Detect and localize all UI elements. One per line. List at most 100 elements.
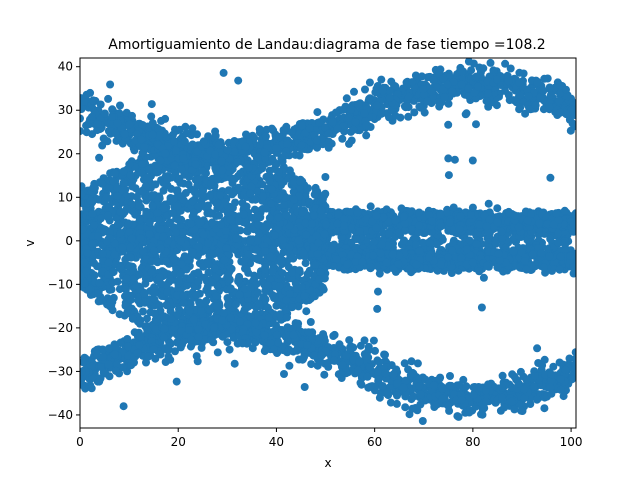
data-point: [497, 227, 506, 236]
data-point: [425, 238, 434, 247]
data-point: [94, 232, 103, 241]
data-point: [161, 114, 170, 123]
data-point: [128, 182, 137, 191]
data-point: [203, 258, 212, 267]
data-point: [128, 314, 137, 323]
data-point: [178, 228, 187, 236]
data-point: [278, 235, 287, 244]
data-point: [240, 256, 249, 265]
data-point: [115, 310, 124, 319]
data-point: [149, 246, 158, 255]
data-point: [268, 291, 277, 300]
data-point: [494, 250, 503, 258]
data-point: [455, 225, 464, 234]
data-point: [107, 295, 116, 304]
data-point: [472, 240, 481, 249]
data-point: [131, 281, 140, 290]
data-point: [376, 249, 385, 258]
data-point: [103, 237, 111, 246]
data-point: [110, 250, 119, 259]
data-point: [394, 260, 403, 268]
data-point: [242, 265, 251, 274]
data-point: [552, 209, 561, 218]
data-point: [202, 296, 211, 305]
data-point: [95, 278, 104, 287]
data-point: [220, 256, 229, 265]
data-point: [166, 275, 175, 284]
data-point: [412, 240, 420, 249]
data-point: [127, 234, 136, 243]
data-point: [369, 251, 378, 260]
data-point: [316, 267, 325, 276]
data-point: [253, 255, 262, 264]
data-point: [126, 253, 135, 262]
data-point: [265, 177, 274, 185]
data-point: [462, 245, 471, 254]
data-point: [492, 101, 501, 110]
data-point: [135, 270, 144, 279]
data-point: [116, 263, 125, 272]
data-point: [212, 291, 221, 300]
data-point: [212, 199, 221, 208]
data-point: [108, 306, 117, 315]
data-point: [186, 274, 194, 283]
data-point: [282, 211, 291, 220]
data-point: [135, 215, 144, 224]
data-point: [110, 169, 119, 178]
data-point: [388, 250, 397, 259]
data-point: [138, 187, 147, 196]
data-point: [235, 290, 244, 299]
data-point: [173, 215, 182, 224]
data-point: [234, 183, 243, 192]
data-point: [88, 239, 97, 248]
data-point: [103, 211, 112, 220]
data-point: [391, 216, 400, 225]
data-point: [138, 160, 147, 168]
data-point: [174, 276, 183, 285]
data-point: [246, 283, 255, 292]
data-point: [141, 279, 150, 288]
data-point: [90, 221, 99, 230]
data-point: [353, 208, 362, 217]
data-point: [315, 275, 324, 284]
data-point: [401, 226, 409, 235]
data-point: [275, 282, 284, 291]
data-point: [169, 254, 178, 263]
data-point: [145, 230, 154, 238]
data-point: [104, 258, 113, 267]
data-point: [216, 220, 225, 229]
data-point: [482, 222, 491, 231]
data-point: [269, 245, 278, 254]
data-point: [436, 260, 445, 269]
data-point: [549, 220, 558, 229]
data-point: [153, 208, 162, 217]
data-point: [560, 239, 569, 248]
data-point: [80, 258, 89, 267]
data-point: [109, 267, 118, 276]
data-point: [198, 167, 207, 175]
data-point: [116, 101, 124, 110]
data-point: [167, 184, 176, 193]
data-point: [302, 230, 311, 239]
data-point: [261, 265, 269, 274]
data-point: [236, 169, 245, 178]
data-point: [162, 257, 171, 266]
data-point: [224, 270, 233, 279]
data-point: [556, 252, 565, 261]
data-point: [194, 242, 203, 251]
data-point: [173, 202, 182, 211]
data-point: [523, 216, 532, 225]
data-point: [221, 198, 230, 207]
data-point: [415, 208, 424, 217]
data-point: [143, 173, 152, 182]
data-point: [148, 191, 157, 200]
data-point: [276, 254, 285, 263]
data-point: [194, 277, 203, 286]
data-point: [270, 231, 279, 240]
data-point: [226, 284, 235, 293]
data-point: [199, 230, 208, 239]
data-point: [196, 218, 205, 227]
data-point: [261, 247, 269, 255]
data-point: [145, 165, 153, 174]
